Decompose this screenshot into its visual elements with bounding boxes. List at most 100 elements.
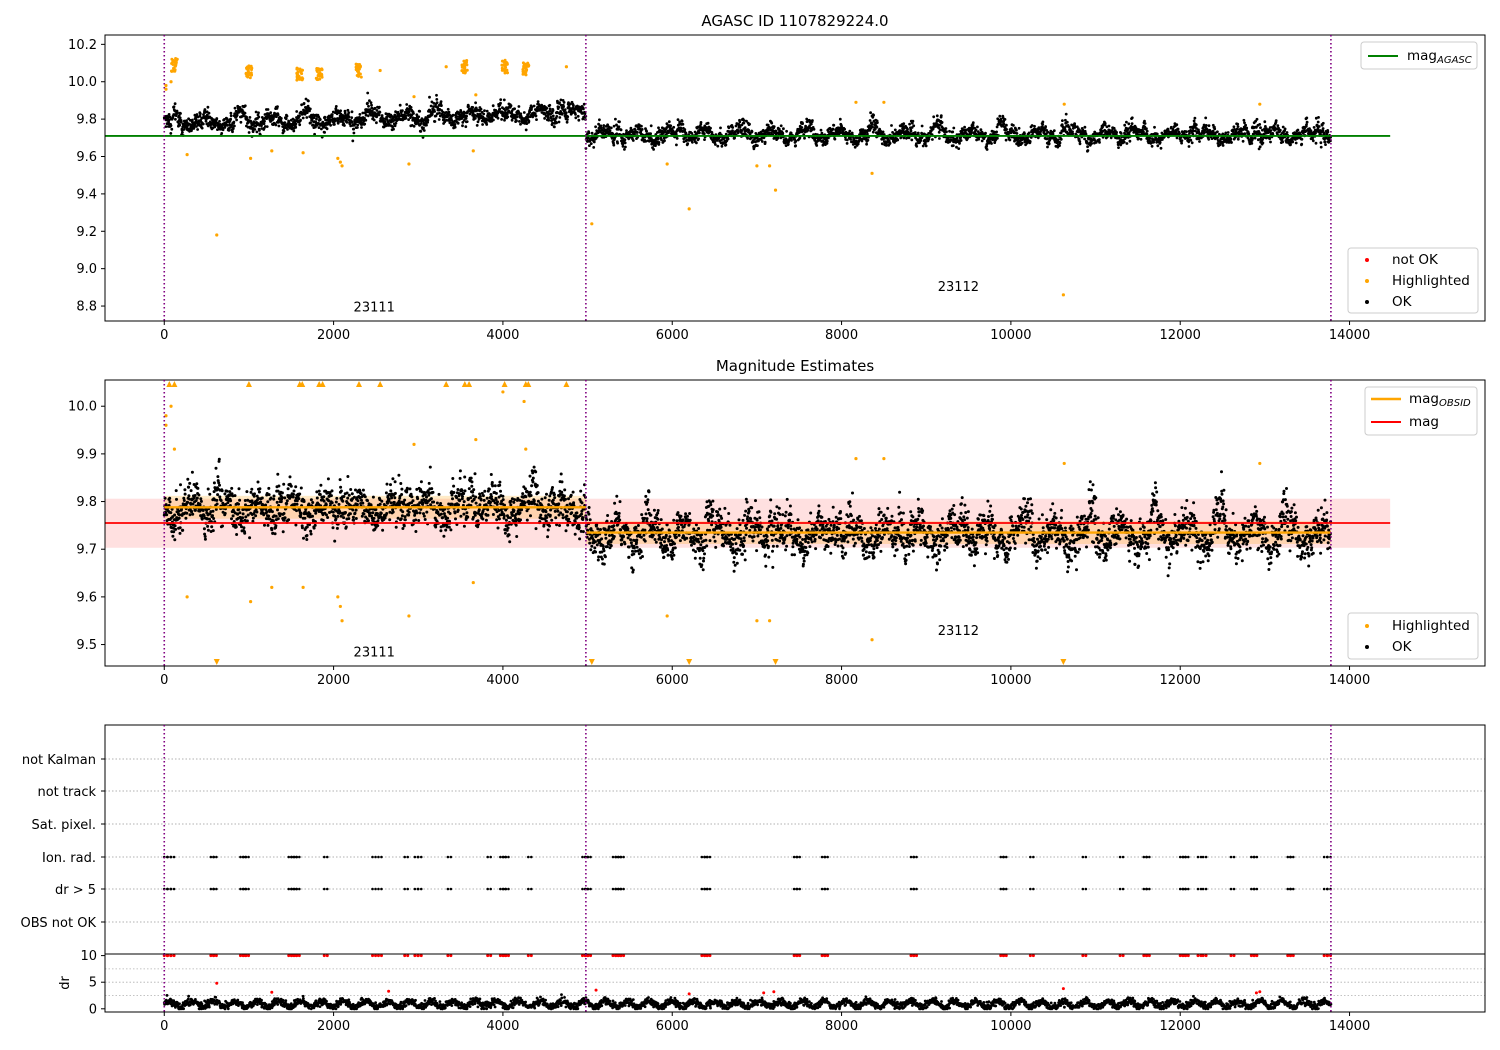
ok-point xyxy=(1247,132,1251,136)
ok-point xyxy=(435,101,439,105)
ok-point xyxy=(347,115,351,119)
ok-point xyxy=(188,481,192,485)
ok-point xyxy=(174,117,177,121)
ok-point xyxy=(239,120,243,124)
ok-point xyxy=(770,121,774,125)
ok-point xyxy=(1065,120,1069,124)
ok-point xyxy=(456,121,460,125)
legend-not-ok: not OK xyxy=(1392,252,1439,268)
ok-point xyxy=(186,501,190,504)
ok-point xyxy=(443,120,447,124)
ok-point xyxy=(602,124,606,127)
ok-point xyxy=(198,112,202,116)
ok-point xyxy=(174,527,178,531)
ok-point xyxy=(527,119,531,123)
ok-point xyxy=(616,141,619,145)
ok-point xyxy=(212,481,216,485)
ok-point xyxy=(763,140,767,144)
ok-point xyxy=(533,112,537,115)
highlighted-point xyxy=(296,70,300,74)
x-tick-label: 2000 xyxy=(317,328,350,343)
ok-point xyxy=(1150,144,1154,148)
ok-point xyxy=(437,118,441,121)
highlighted-point xyxy=(502,60,506,64)
ok-point xyxy=(548,103,552,107)
highlighted-point xyxy=(169,80,173,84)
ok-point xyxy=(669,124,673,128)
ok-point xyxy=(506,115,510,119)
ok-point xyxy=(1324,143,1327,147)
ok-point xyxy=(206,487,210,491)
ok-point xyxy=(558,116,562,119)
ok-point xyxy=(1243,132,1247,136)
ok-point xyxy=(515,119,518,123)
ok-point xyxy=(169,132,173,135)
ok-point xyxy=(285,114,289,118)
ok-point xyxy=(1083,125,1087,129)
ok-point xyxy=(253,127,257,131)
ok-point xyxy=(681,122,685,126)
ok-point xyxy=(246,513,250,517)
ok-point xyxy=(1015,128,1018,132)
ok-point xyxy=(254,110,258,114)
ok-point xyxy=(912,124,916,128)
ok-point xyxy=(398,103,402,107)
ok-point xyxy=(1041,123,1045,126)
ok-point xyxy=(358,113,362,116)
ok-point xyxy=(173,102,177,106)
ok-point xyxy=(309,121,312,125)
ok-point xyxy=(623,148,626,151)
highlighted-point xyxy=(462,70,465,73)
ok-point xyxy=(502,112,506,115)
ok-point xyxy=(939,114,943,118)
ok-point xyxy=(875,125,879,129)
ok-point xyxy=(366,91,370,95)
ok-point xyxy=(726,137,730,141)
ok-point xyxy=(500,118,503,121)
ok-point xyxy=(1274,119,1278,122)
ok-point xyxy=(492,118,495,122)
ok-point xyxy=(295,110,299,113)
ok-point xyxy=(218,483,221,487)
ok-point xyxy=(667,120,671,124)
ok-point xyxy=(267,112,270,116)
ok-point xyxy=(572,104,575,107)
highlighted-point xyxy=(316,74,320,77)
highlighted-point xyxy=(882,100,886,104)
ok-point xyxy=(231,127,235,130)
legend-mag-subscript: AGASC xyxy=(1436,55,1472,66)
ok-point xyxy=(937,130,941,134)
ok-point xyxy=(1285,131,1289,134)
ok-point xyxy=(870,122,874,126)
magnitude-panel-title: Magnitude Estimates xyxy=(716,357,874,375)
ok-point xyxy=(422,126,425,130)
y-tick-label: 9.6 xyxy=(76,150,97,165)
ok-point xyxy=(178,123,182,127)
ok-point xyxy=(1312,126,1316,129)
ok-point xyxy=(672,125,676,129)
ok-point xyxy=(709,126,712,130)
ok-point xyxy=(255,510,259,514)
ok-point xyxy=(1323,140,1327,144)
highlighted-point xyxy=(340,164,344,168)
ok-point xyxy=(680,119,684,123)
ok-point xyxy=(220,489,224,493)
ok-point xyxy=(390,114,393,118)
ok-point xyxy=(1153,125,1156,129)
ok-point xyxy=(1008,138,1012,142)
ok-point xyxy=(684,131,688,135)
agasc-point-legend: not OK Highlighted OK xyxy=(1347,247,1479,314)
ok-point xyxy=(609,126,613,130)
ok-point xyxy=(205,117,208,121)
ok-point xyxy=(1086,145,1089,149)
ok-point xyxy=(1283,127,1287,131)
ok-point xyxy=(191,512,195,516)
ok-point xyxy=(301,116,305,120)
ok-point xyxy=(615,132,619,136)
ok-point xyxy=(599,124,603,128)
highlighted-point xyxy=(444,65,448,69)
ok-point xyxy=(372,118,376,122)
ok-point xyxy=(760,140,764,143)
ok-point xyxy=(215,117,219,120)
ok-point xyxy=(720,144,724,148)
